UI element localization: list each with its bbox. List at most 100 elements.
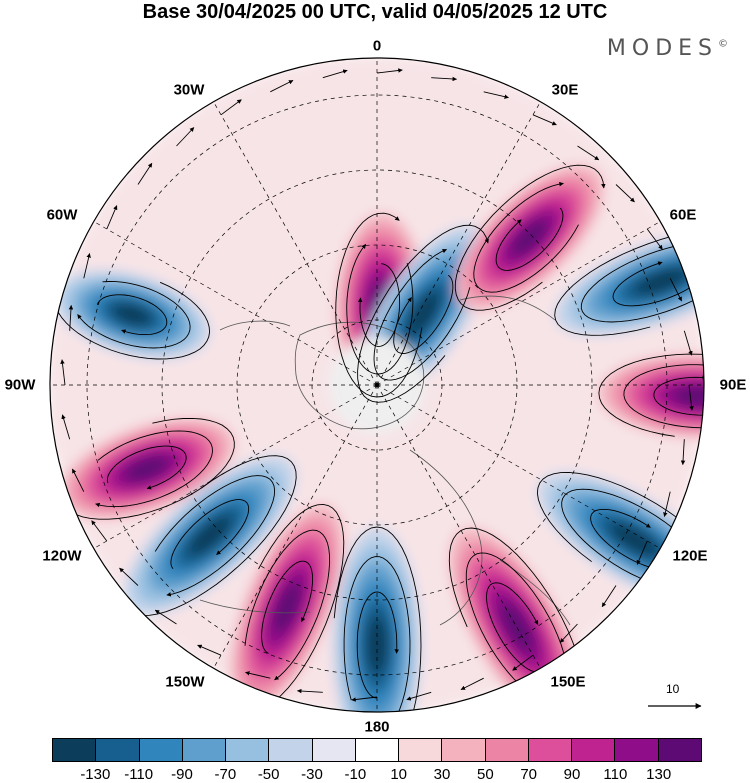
colorbar-swatch	[399, 739, 443, 761]
coastline	[409, 449, 483, 626]
streamline	[296, 688, 323, 694]
parallel-circle	[236, 244, 518, 526]
lon-label-90w: 90W	[4, 376, 36, 394]
streamline	[601, 585, 617, 608]
streamline	[653, 375, 704, 416]
map-disc	[50, 58, 704, 712]
reference-vector-label: 10	[666, 682, 680, 696]
colorbar-swatch	[658, 739, 701, 761]
streamline	[170, 499, 250, 569]
streamline	[376, 68, 403, 74]
streamline	[77, 281, 191, 349]
colorbar-swatch	[528, 739, 573, 761]
streamline	[465, 552, 570, 686]
lon-label-180: 180	[364, 718, 390, 736]
colorbar-swatch	[312, 739, 356, 761]
streamline	[636, 540, 648, 565]
colorbar-swatch	[355, 739, 400, 761]
streamline	[106, 205, 118, 230]
colorbar-swatch	[442, 739, 486, 761]
streamline	[261, 560, 314, 654]
streamline	[561, 488, 704, 588]
streamline	[454, 164, 606, 311]
streamline	[245, 671, 271, 679]
meridian-line	[376, 384, 663, 551]
coastline	[294, 321, 424, 430]
colorbar-swatch	[53, 739, 97, 761]
colorbar-swatch	[182, 739, 227, 761]
streamline	[95, 430, 213, 508]
streamline	[68, 304, 74, 331]
pole-marker	[374, 382, 380, 388]
colorbar-swatch	[139, 739, 183, 761]
negative-anomaly	[123, 455, 297, 616]
colorbar-tick-label: 10	[390, 766, 407, 783]
map-border	[49, 57, 705, 713]
anomaly-field	[50, 58, 704, 712]
streamline	[483, 91, 509, 99]
colorbar-swatch	[269, 739, 313, 761]
streamline	[121, 455, 297, 616]
colorbar-tick-label: -130	[80, 766, 111, 783]
meridian-line	[91, 384, 378, 551]
graticule	[50, 58, 704, 712]
streamline	[473, 181, 579, 293]
streamline	[486, 582, 543, 673]
positive-anomaly	[230, 504, 344, 711]
streamline	[343, 556, 411, 712]
coastline	[219, 320, 291, 331]
modes-logo: MODES©	[607, 36, 728, 61]
colorbar-tick-label: 110	[603, 766, 628, 783]
streamline	[357, 263, 401, 347]
parallel-circle	[86, 94, 668, 676]
streamline	[623, 364, 704, 429]
streamline	[577, 145, 600, 161]
streamline	[559, 623, 578, 643]
coastlines	[199, 295, 571, 626]
streamline	[373, 248, 471, 381]
streamline	[683, 330, 693, 356]
streamline	[154, 609, 177, 625]
lon-label-120e: 120E	[672, 547, 708, 565]
streamline	[270, 79, 294, 93]
streamline	[106, 445, 187, 490]
positive-anomaly	[598, 354, 704, 439]
streamline	[91, 520, 108, 542]
lon-label-60w: 60W	[46, 206, 78, 224]
streamline	[335, 212, 423, 398]
lon-label-30w: 30W	[173, 81, 205, 99]
streamline	[322, 69, 348, 79]
brand-name: MODES	[606, 36, 718, 61]
lon-label-150e: 150E	[550, 673, 586, 691]
streamline	[244, 529, 331, 681]
negative-anomaly	[54, 270, 210, 360]
colorbar-tick-label: -90	[171, 766, 193, 783]
streamline	[71, 468, 85, 492]
colorbar-tick-label: -70	[214, 766, 237, 783]
streamline	[580, 241, 704, 323]
map-title: Base 30/04/2025 00 UTC, valid 04/05/2025…	[142, 1, 608, 23]
streamline	[598, 353, 704, 437]
colorbar-tick-label: -110	[124, 766, 154, 783]
parallel-circle	[161, 169, 593, 601]
colorbar-swatch	[572, 739, 616, 761]
lon-label-120w: 120W	[42, 547, 82, 565]
streamline	[346, 244, 414, 375]
colorbar-tick-label: 130	[646, 766, 672, 783]
streamlines	[53, 68, 704, 712]
streamline	[61, 414, 71, 440]
streamline	[96, 294, 168, 336]
lon-label-150w: 150W	[165, 673, 205, 691]
streamline	[663, 491, 671, 517]
streamline	[60, 359, 66, 386]
streamline	[460, 677, 484, 691]
streamline	[356, 591, 399, 699]
streamline	[154, 475, 276, 597]
colorbar-swatch	[226, 739, 270, 761]
colorbar-tick-label: 30	[433, 766, 451, 783]
colorbar-swatch	[615, 739, 659, 761]
meridian-line	[376, 219, 663, 386]
meridian-line	[376, 99, 543, 386]
streamline	[83, 253, 91, 279]
